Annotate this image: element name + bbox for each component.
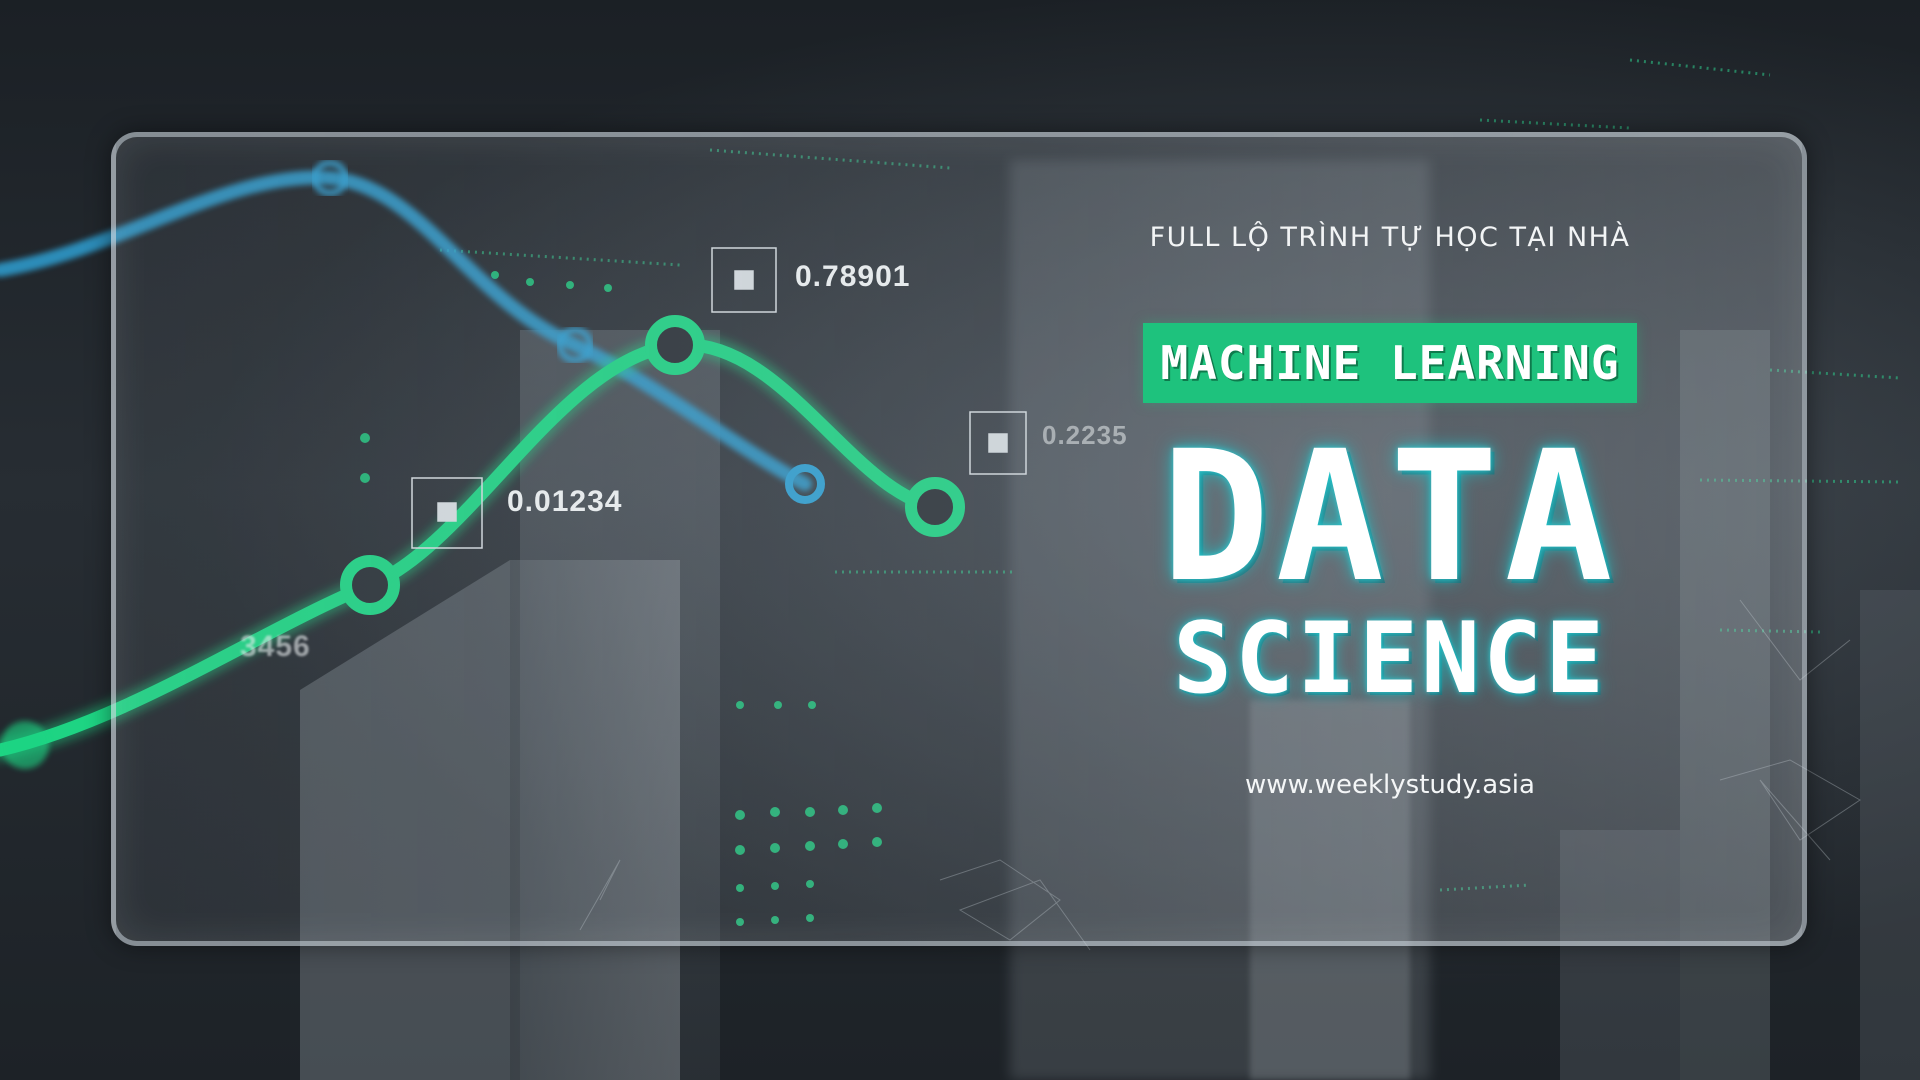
data-label-d: 3456 [240,630,311,663]
green-series-line [0,315,965,769]
data-label-c: 0.2235 [1042,420,1128,450]
green-point [645,315,705,375]
green-point [1,721,49,769]
bar-pillars [300,160,1920,1080]
network-lines [579,599,1861,951]
title-science: SCIENCE [1172,602,1607,716]
green-point [905,477,965,537]
dotted-streaks [439,58,1901,892]
tagline: FULL LỘ TRÌNH TỰ HỌC TẠI NHÀ [1149,222,1631,253]
machine-learning-banner: MACHINE LEARNING [1143,323,1637,403]
website-url: www.weeklystudy.asia [1245,770,1535,800]
blue-point [785,464,825,504]
dot-grid [360,271,882,926]
blue-point [556,326,594,364]
data-label-b: 0.01234 [507,485,623,518]
title-data: DATA [1161,413,1619,622]
blue-series-line [0,159,825,504]
green-point [340,555,400,615]
blue-point [311,159,349,197]
banner-label: MACHINE LEARNING [1160,336,1620,390]
marker-box [411,247,1027,549]
data-label-a: 0.78901 [795,260,911,293]
glass-panel [111,132,1807,946]
